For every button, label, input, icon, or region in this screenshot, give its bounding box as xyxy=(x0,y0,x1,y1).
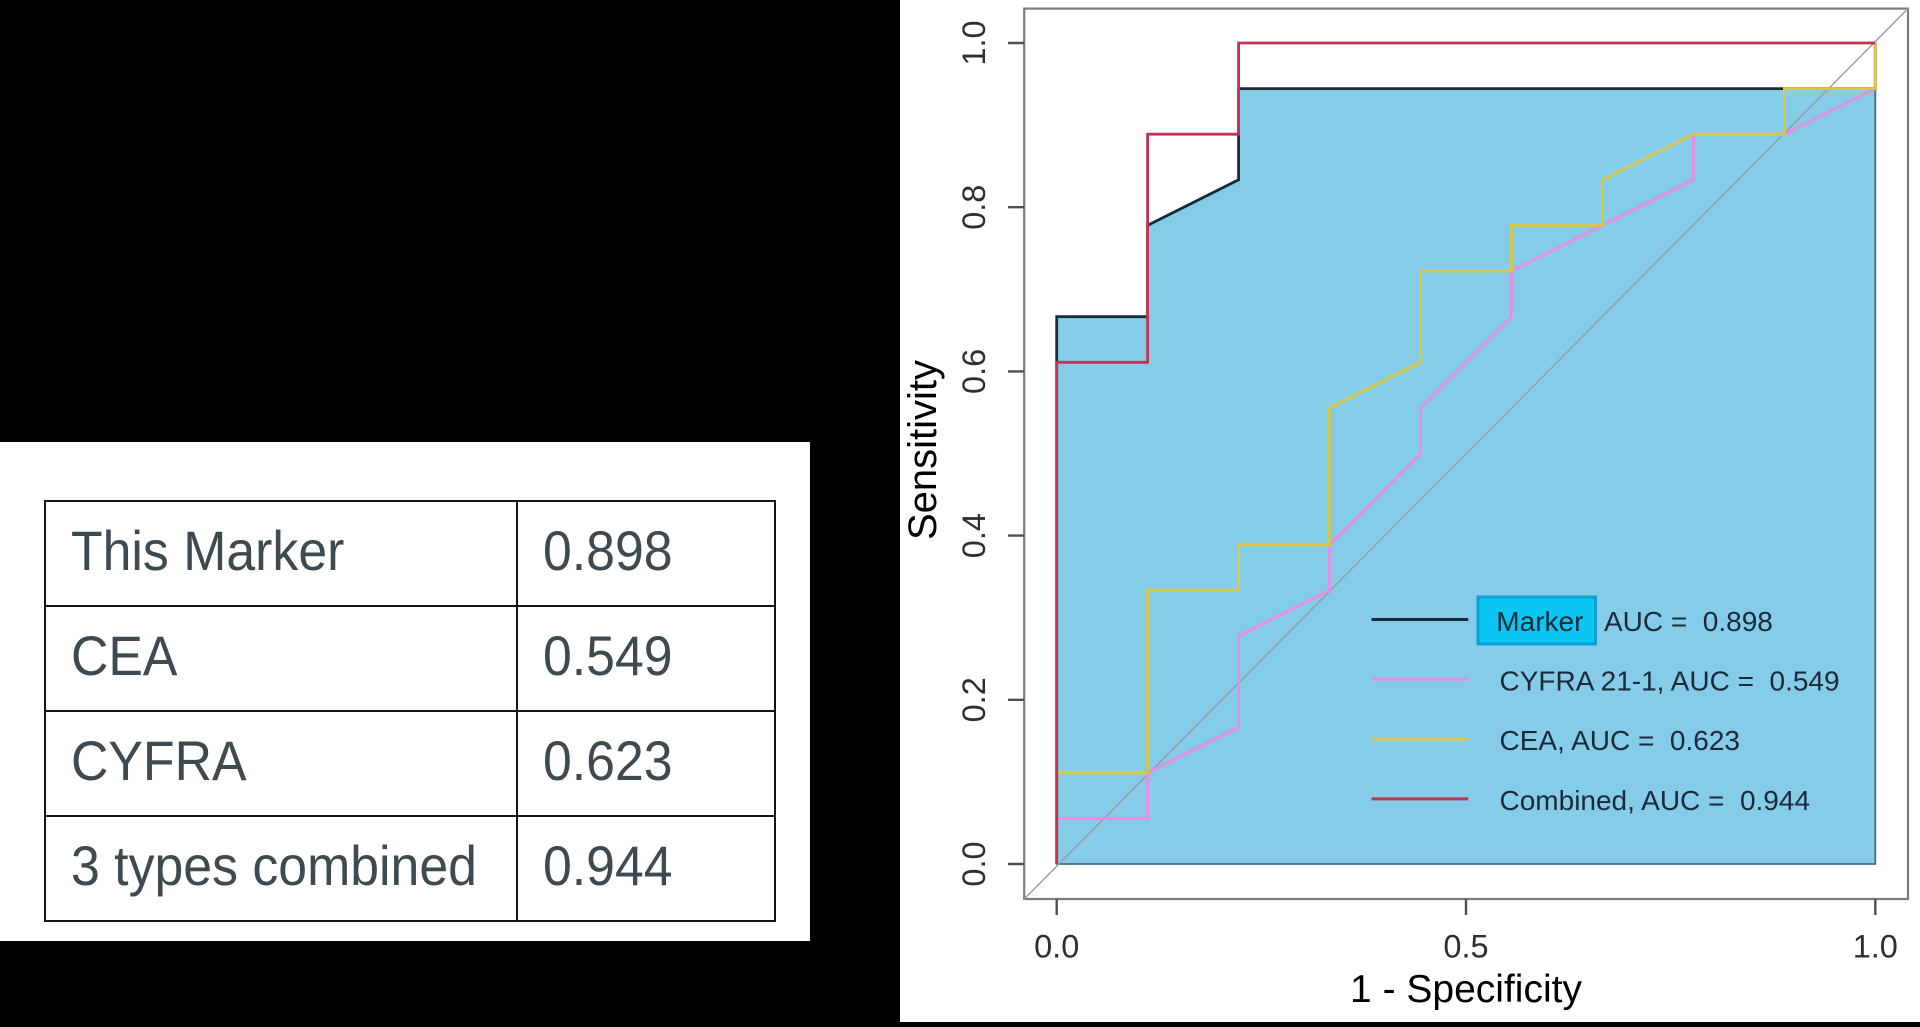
svg-text:Sensitivity: Sensitivity xyxy=(901,360,945,540)
svg-text:0.2: 0.2 xyxy=(956,677,992,722)
svg-text:AUC = 0.898: AUC = 0.898 xyxy=(1604,606,1773,637)
svg-text:0.4: 0.4 xyxy=(956,513,992,558)
svg-text:Combined, AUC = 0.944: Combined, AUC = 0.944 xyxy=(1500,785,1811,816)
svg-text:0.0: 0.0 xyxy=(956,841,992,886)
svg-text:CYFRA 21-1, AUC = 0.549: CYFRA 21-1, AUC = 0.549 xyxy=(1500,665,1840,696)
svg-text:1.0: 1.0 xyxy=(1853,929,1898,965)
svg-text:0.8: 0.8 xyxy=(956,185,992,230)
svg-text:Marker: Marker xyxy=(1496,606,1583,637)
svg-text:0.0: 0.0 xyxy=(1034,929,1079,965)
svg-text:0.5: 0.5 xyxy=(1443,929,1488,965)
svg-text:1.0: 1.0 xyxy=(956,20,992,65)
svg-text:1 - Specificity: 1 - Specificity xyxy=(1350,968,1582,1011)
svg-text:CEA, AUC = 0.623: CEA, AUC = 0.623 xyxy=(1500,725,1740,756)
svg-text:0.6: 0.6 xyxy=(956,349,992,394)
